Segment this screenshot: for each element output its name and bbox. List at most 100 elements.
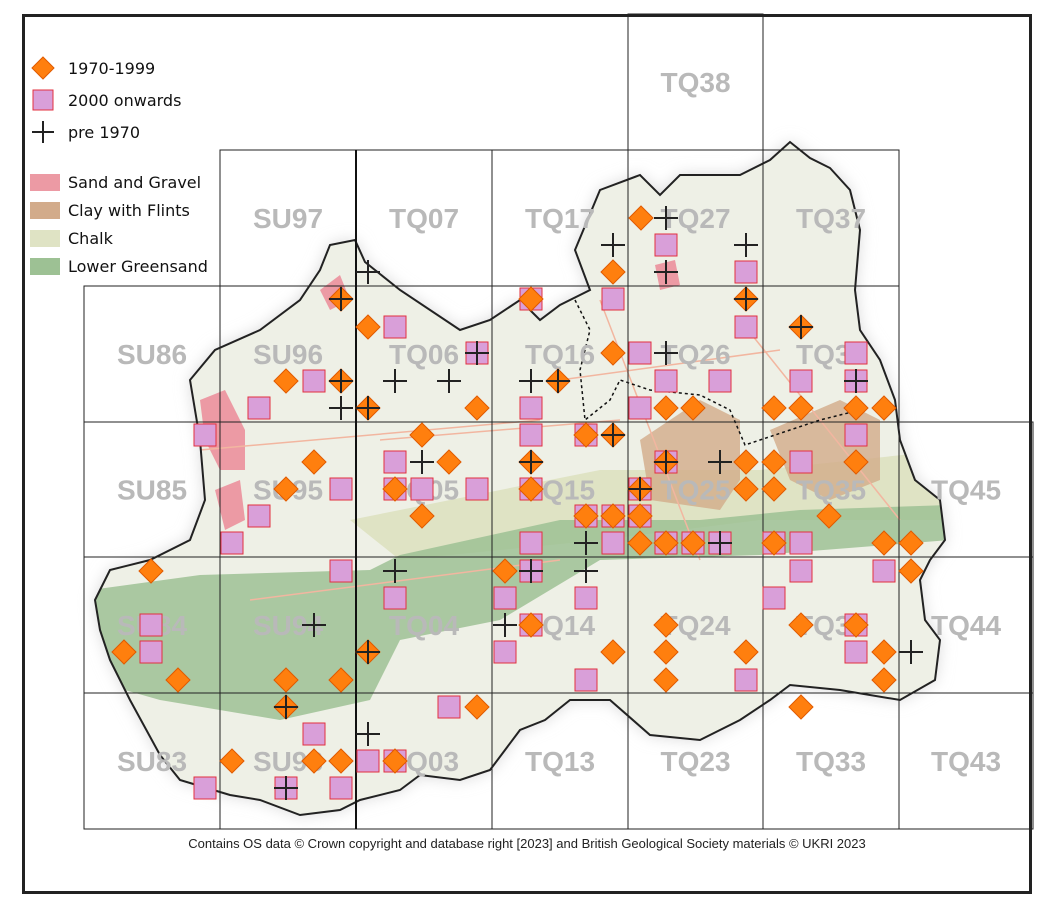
site-1970-1999-marker xyxy=(816,503,842,529)
site-pre-1970-marker xyxy=(356,396,380,420)
site-2000-onwards-marker xyxy=(708,369,732,393)
legend-label: Clay with Flints xyxy=(68,200,190,220)
site-1970-1999-marker xyxy=(573,503,599,529)
site-pre-1970-marker xyxy=(654,450,678,474)
site-2000-onwards-marker xyxy=(193,776,217,800)
grid-label: TQ45 xyxy=(931,475,1001,506)
site-1970-1999-marker xyxy=(301,449,327,475)
grid-label: TQ38 xyxy=(660,67,730,98)
site-1970-1999-marker xyxy=(409,422,435,448)
site-1970-1999-marker xyxy=(273,368,299,394)
grid-label: SU96 xyxy=(253,339,323,370)
site-2000-onwards-marker xyxy=(383,315,407,339)
sand-gravel-area xyxy=(655,260,680,290)
legend-label: 1970-1999 xyxy=(68,58,156,78)
site-2000-onwards-marker xyxy=(574,668,598,692)
lower-greensand-swatch xyxy=(30,257,60,275)
diamond-icon xyxy=(30,56,56,80)
sand-gravel-area xyxy=(200,390,245,470)
site-1970-1999-marker xyxy=(600,259,626,285)
site-1970-1999-marker xyxy=(788,395,814,421)
site-pre-1970-marker xyxy=(844,369,868,393)
site-1970-1999-marker xyxy=(788,612,814,638)
site-pre-1970-marker xyxy=(519,450,543,474)
site-pre-1970-marker xyxy=(789,315,813,339)
site-pre-1970-marker xyxy=(493,613,517,637)
site-1970-1999-marker xyxy=(680,530,706,556)
site-1970-1999-marker xyxy=(627,530,653,556)
site-2000-onwards-marker xyxy=(844,341,868,365)
legend-label: Sand and Gravel xyxy=(68,172,202,192)
site-1970-1999-marker xyxy=(653,612,679,638)
site-pre-1970-marker xyxy=(274,776,298,800)
site-2000-onwards-marker xyxy=(493,640,517,664)
grid-label: TQ16 xyxy=(525,339,595,370)
site-1970-1999-marker xyxy=(843,395,869,421)
site-pre-1970-marker xyxy=(654,341,678,365)
site-2000-onwards-marker xyxy=(139,613,163,637)
site-1970-1999-marker xyxy=(328,667,354,693)
site-2000-onwards-marker xyxy=(654,233,678,257)
grid-label: SU86 xyxy=(117,339,187,370)
site-1970-1999-marker xyxy=(464,694,490,720)
road xyxy=(199,419,541,451)
markers-layer xyxy=(111,205,924,800)
site-1970-1999-marker xyxy=(600,340,626,366)
sand-gravel-area xyxy=(215,480,245,530)
site-pre-1970-marker xyxy=(654,260,678,284)
chalk-swatch xyxy=(30,229,60,247)
site-pre-1970-marker xyxy=(329,396,353,420)
grid-label: TQ37 xyxy=(796,203,866,234)
site-1970-1999-marker xyxy=(573,422,599,448)
site-1970-1999-marker xyxy=(653,530,679,556)
site-2000-onwards-marker xyxy=(302,722,326,746)
site-pre-1970-marker xyxy=(601,423,625,447)
site-2000-onwards-marker xyxy=(654,369,678,393)
site-2000-onwards-marker xyxy=(519,423,543,447)
road xyxy=(599,299,701,561)
site-1970-1999-marker xyxy=(464,395,490,421)
site-1970-1999-marker xyxy=(653,639,679,665)
site-1970-1999-marker xyxy=(871,530,897,556)
site-2000-onwards-marker xyxy=(247,396,271,420)
legend-label: Lower Greensand xyxy=(68,256,208,276)
grid-label: TQ17 xyxy=(525,203,595,234)
site-1970-1999-marker xyxy=(761,476,787,502)
site-1970-1999-marker xyxy=(138,558,164,584)
site-1970-1999-marker xyxy=(733,449,759,475)
site-1970-1999-marker xyxy=(628,205,654,231)
site-2000-onwards-marker xyxy=(437,695,461,719)
site-1970-1999-marker xyxy=(273,667,299,693)
site-1970-1999-marker xyxy=(518,286,544,312)
site-2000-onwards-marker xyxy=(493,586,517,610)
attribution: Contains OS data © Crown copyright and d… xyxy=(188,836,866,851)
legend-item-sand-gravel: Sand and Gravel xyxy=(30,168,208,196)
site-2000-onwards-marker xyxy=(139,640,163,664)
clay-flints-area xyxy=(640,400,740,510)
site-1970-1999-marker xyxy=(788,694,814,720)
site-pre-1970-marker xyxy=(383,559,407,583)
site-1970-1999-marker xyxy=(680,395,706,421)
site-1970-1999-marker xyxy=(492,558,518,584)
site-1970-1999-marker xyxy=(761,449,787,475)
site-1970-1999-marker xyxy=(355,314,381,340)
county-boundary xyxy=(93,140,947,817)
site-2000-onwards-marker xyxy=(789,531,813,555)
site-2000-onwards-marker xyxy=(220,531,244,555)
grid-label: TQ04 xyxy=(389,610,459,641)
site-2000-onwards-marker xyxy=(872,559,896,583)
site-1970-1999-marker xyxy=(843,612,869,638)
lower-greensand-area xyxy=(95,505,945,720)
grid-label: SU97 xyxy=(253,203,323,234)
site-1970-1999-marker xyxy=(733,476,759,502)
site-1970-1999-marker xyxy=(871,395,897,421)
site-pre-1970-marker xyxy=(519,559,543,583)
site-pre-1970-marker xyxy=(356,640,380,664)
site-1970-1999-marker xyxy=(165,667,191,693)
site-pre-1970-marker xyxy=(734,233,758,257)
site-2000-onwards-marker xyxy=(574,586,598,610)
site-2000-onwards-marker xyxy=(601,287,625,311)
site-1970-1999-marker xyxy=(111,639,137,665)
site-2000-onwards-marker xyxy=(410,477,434,501)
